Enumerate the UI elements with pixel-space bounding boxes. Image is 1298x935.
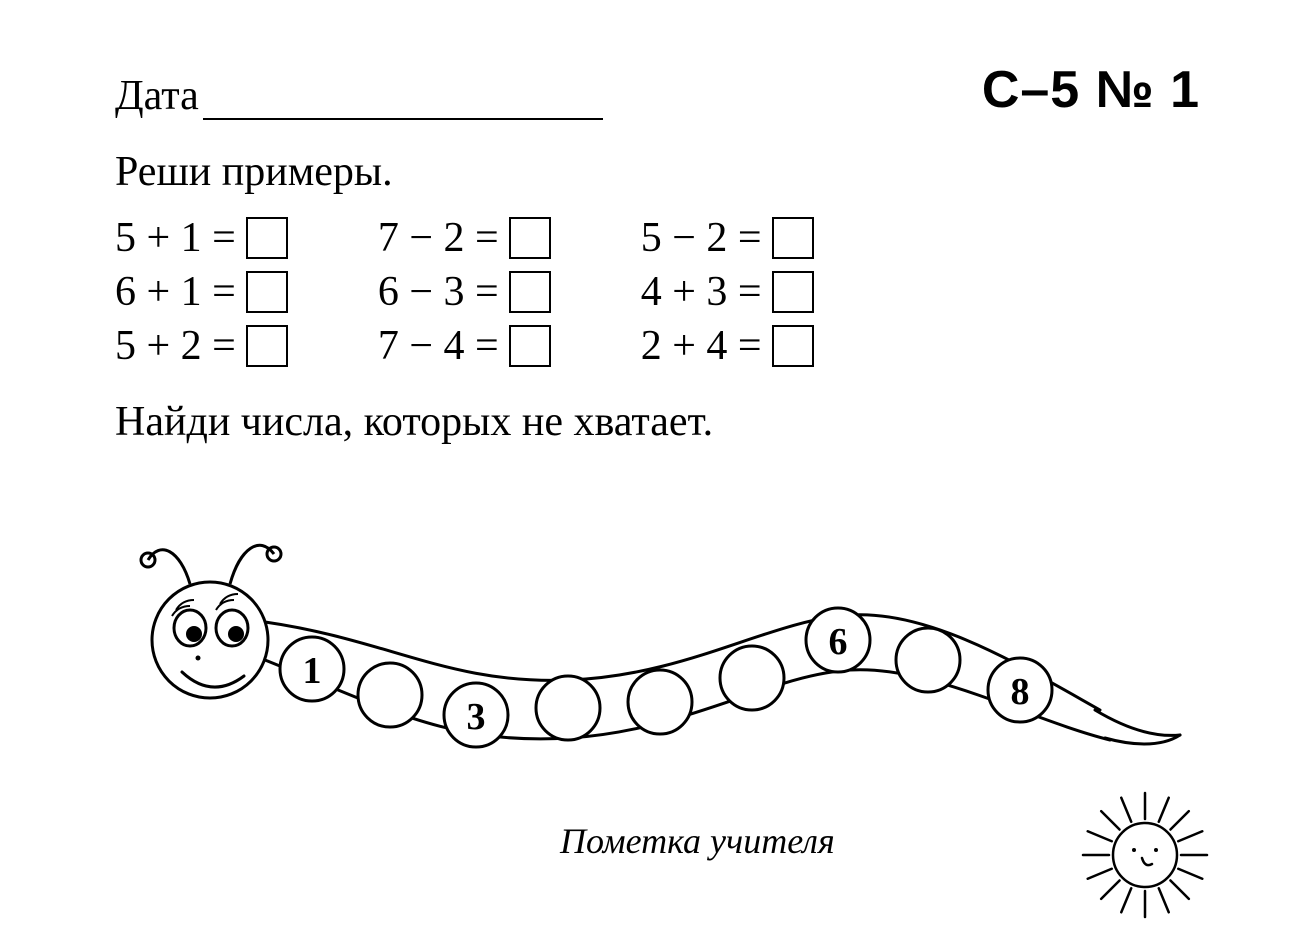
answer-box[interactable]	[509, 325, 551, 367]
caterpillar-segment[interactable]	[536, 676, 600, 740]
equation-text: 7 − 4 =	[378, 322, 499, 370]
teacher-note-label: Пометка учителя	[560, 820, 835, 862]
caterpillar-segment[interactable]	[628, 670, 692, 734]
equation: 6 − 3 =	[378, 268, 551, 316]
equation-column: 5 + 1 = 6 + 1 = 5 + 2 =	[115, 214, 288, 370]
date-input-line[interactable]	[203, 84, 603, 120]
answer-box[interactable]	[246, 217, 288, 259]
answer-box[interactable]	[509, 271, 551, 313]
equation: 7 − 4 =	[378, 322, 551, 370]
caterpillar-figure: 1 3 6 8	[90, 510, 1210, 810]
date-label: Дата	[115, 72, 199, 120]
equation-text: 5 + 1 =	[115, 214, 236, 262]
caterpillar-segment[interactable]	[896, 628, 960, 692]
equation-grid: 5 + 1 = 6 + 1 = 5 + 2 = 7 − 2 = 6 − 3 = 7 − 4…	[115, 214, 1200, 370]
equation: 5 + 1 =	[115, 214, 288, 262]
equation: 2 + 4 =	[641, 322, 814, 370]
equation-text: 6 + 1 =	[115, 268, 236, 316]
equation-text: 7 − 2 =	[378, 214, 499, 262]
task1-instruction: Реши примеры.	[115, 148, 1200, 196]
caterpillar-segment[interactable]	[720, 646, 784, 710]
answer-box[interactable]	[246, 325, 288, 367]
worksheet-code: С–5 № 1	[982, 60, 1200, 120]
answer-box[interactable]	[772, 271, 814, 313]
equation-column: 7 − 2 = 6 − 3 = 7 − 4 =	[378, 214, 551, 370]
equation: 4 + 3 =	[641, 268, 814, 316]
equation: 5 + 2 =	[115, 322, 288, 370]
equation-text: 6 − 3 =	[378, 268, 499, 316]
sun-icon	[1070, 780, 1220, 935]
equation: 5 − 2 =	[641, 214, 814, 262]
equation: 7 − 2 =	[378, 214, 551, 262]
equation-text: 5 − 2 =	[641, 214, 762, 262]
caterpillar-segment-number: 1	[303, 650, 322, 692]
equation: 6 + 1 =	[115, 268, 288, 316]
caterpillar-segment-number: 8	[1011, 671, 1030, 713]
answer-box[interactable]	[246, 271, 288, 313]
answer-box[interactable]	[772, 325, 814, 367]
equation-text: 5 + 2 =	[115, 322, 236, 370]
equation-text: 2 + 4 =	[641, 322, 762, 370]
date-field: Дата	[115, 72, 603, 120]
task2-instruction: Найди числа, которых не хватает.	[115, 398, 1200, 446]
answer-box[interactable]	[772, 217, 814, 259]
header-row: Дата С–5 № 1	[115, 60, 1200, 120]
caterpillar-segment-number: 6	[829, 621, 848, 663]
caterpillar-svg: 1 3 6 8	[90, 510, 1210, 810]
equation-column: 5 − 2 = 4 + 3 = 2 + 4 =	[641, 214, 814, 370]
worksheet-page: Дата С–5 № 1 Реши примеры. 5 + 1 = 6 + 1 …	[115, 60, 1200, 446]
caterpillar-segment[interactable]	[358, 663, 422, 727]
caterpillar-segment-number: 3	[467, 696, 486, 738]
answer-box[interactable]	[509, 217, 551, 259]
equation-text: 4 + 3 =	[641, 268, 762, 316]
